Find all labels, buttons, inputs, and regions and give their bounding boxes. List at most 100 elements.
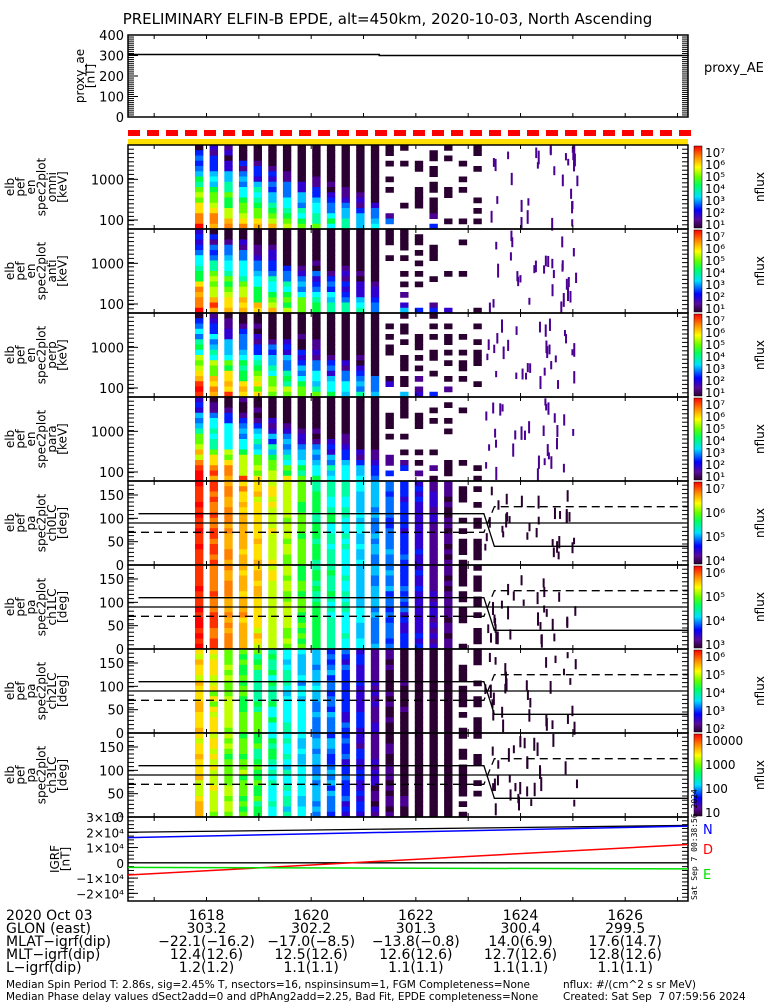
- spectrogram-cell: [473, 145, 482, 151]
- spectrogram-cell: [297, 554, 306, 561]
- spectrogram-cell: [341, 313, 350, 319]
- spectrogram-cell: [209, 743, 219, 750]
- spectrogram-cell: [209, 670, 219, 676]
- spectrogram-cell: [414, 811, 424, 818]
- spectrogram-cell: [429, 313, 438, 319]
- spectrogram-cell: [473, 475, 482, 482]
- spectrogram-speck: [485, 411, 488, 421]
- spectrogram-cell: [414, 386, 424, 393]
- spectrogram-cell: [444, 528, 453, 534]
- spectrogram-cell: [268, 638, 277, 645]
- spectrogram-cell: [400, 796, 409, 802]
- spectrogram-cell: [312, 801, 321, 807]
- spectrogram-cell: [370, 633, 380, 639]
- spectrogram-cell: [429, 607, 438, 613]
- spectrogram-cell: [356, 554, 365, 561]
- spectrogram-cell: [282, 691, 292, 697]
- spectrogram-cell: [253, 717, 262, 723]
- spectrogram-cell: [444, 428, 453, 435]
- spectrogram-cell: [282, 670, 292, 676]
- spectrogram-cell: [209, 439, 219, 445]
- spectrogram-cell: [238, 449, 248, 456]
- spectrogram-speck: [528, 297, 531, 305]
- spectrogram-cell: [297, 806, 306, 813]
- spectrogram-cell: [194, 365, 204, 372]
- spectrogram-cell: [326, 796, 336, 802]
- spectrogram-cell: [385, 717, 394, 723]
- spectrogram-speck: [551, 618, 554, 631]
- spectrogram-cell: [429, 659, 438, 666]
- spectrogram-cell: [429, 764, 438, 771]
- spectrogram-cell: [400, 554, 409, 561]
- spectrogram-cell: [414, 712, 424, 718]
- spectrogram-cell: [194, 481, 204, 487]
- spectrogram-cell: [429, 528, 438, 534]
- spectrogram-cell: [224, 659, 233, 666]
- spectrogram-cell: [341, 670, 350, 676]
- spectrogram-cell: [253, 790, 262, 797]
- spectrogram-cell: [209, 234, 219, 240]
- spectrogram-speck: [573, 343, 576, 357]
- spectrogram-cell: [370, 507, 380, 513]
- spectrogram-cell: [238, 407, 248, 414]
- spectrogram-speck: [517, 796, 520, 811]
- spectrogram-cell: [282, 407, 292, 414]
- spectrogram-cell: [326, 360, 336, 366]
- spectrogram-cell: [194, 502, 204, 508]
- spectrogram-cell: [238, 586, 248, 592]
- spectrogram-cell: [414, 775, 424, 781]
- spectrogram-cell: [414, 649, 424, 655]
- spectrogram-cell: [224, 523, 233, 529]
- spectrogram-cell: [370, 612, 380, 618]
- igrf-ytick-label: 3×10⁴: [86, 811, 124, 825]
- igrf-ytick-label: −1×10⁴: [76, 872, 124, 886]
- spectrogram-cell: [400, 754, 409, 760]
- spectrogram-cell: [194, 176, 204, 183]
- spectrogram-cell: [414, 607, 424, 613]
- spectrogram-cell: [224, 376, 233, 382]
- spectrogram-cell: [238, 628, 248, 634]
- spectrogram-cell: [326, 533, 336, 540]
- en-para-colorbar-tick: 10²: [705, 458, 725, 472]
- xaxis-mlt-value: 12.8(12.6): [588, 947, 662, 963]
- spectrogram-cell: [209, 281, 219, 288]
- spectrogram-cell: [253, 559, 262, 566]
- spectrogram-cell: [444, 386, 453, 393]
- spectrogram-cell: [209, 565, 219, 571]
- spectrogram-cell: [297, 712, 306, 718]
- pa-ch3LC-ylabel: elbpefpaspec2plotch3LC[deg]: [3, 745, 70, 804]
- spectrogram-cell: [341, 517, 350, 524]
- spectrogram-cell: [312, 271, 321, 277]
- spectrogram-cell: [282, 323, 292, 330]
- spectrogram-cell: [297, 208, 306, 214]
- spectrogram-cell: [385, 696, 394, 702]
- spectrogram-cell: [209, 460, 219, 466]
- spectrogram-cell: [297, 617, 306, 624]
- spectrogram-cell: [370, 675, 380, 681]
- spectrogram-cell: [268, 223, 277, 230]
- spectrogram-cell: [282, 570, 292, 576]
- quality-flag-segment: [622, 130, 634, 136]
- spectrogram-cell: [341, 181, 350, 188]
- spectrogram-speck: [492, 601, 495, 616]
- spectrogram-cell: [312, 349, 321, 356]
- spectrogram-cell: [370, 717, 380, 723]
- spectrogram-cell: [370, 208, 380, 214]
- spectrogram-cell: [326, 260, 336, 267]
- spectrogram-cell: [370, 486, 380, 492]
- spectrogram-cell: [473, 197, 482, 204]
- spectrogram-cell: [282, 470, 292, 477]
- spectrogram-cell: [312, 355, 321, 361]
- spectrogram-cell: [429, 580, 438, 587]
- spectrogram-cell: [473, 502, 482, 508]
- spectrogram-cell: [268, 318, 277, 324]
- spectrogram-cell: [400, 664, 409, 671]
- spectrogram-cell: [224, 360, 233, 366]
- xaxis-mlat-value: 14.0(6.9): [488, 934, 553, 950]
- spectrogram-speck: [494, 624, 497, 633]
- spectrogram-speck: [536, 742, 539, 756]
- spectrogram-cell: [370, 465, 380, 471]
- spectrogram-cell: [341, 649, 350, 655]
- spectrogram-cell: [268, 439, 277, 445]
- spectrogram-cell: [282, 181, 292, 188]
